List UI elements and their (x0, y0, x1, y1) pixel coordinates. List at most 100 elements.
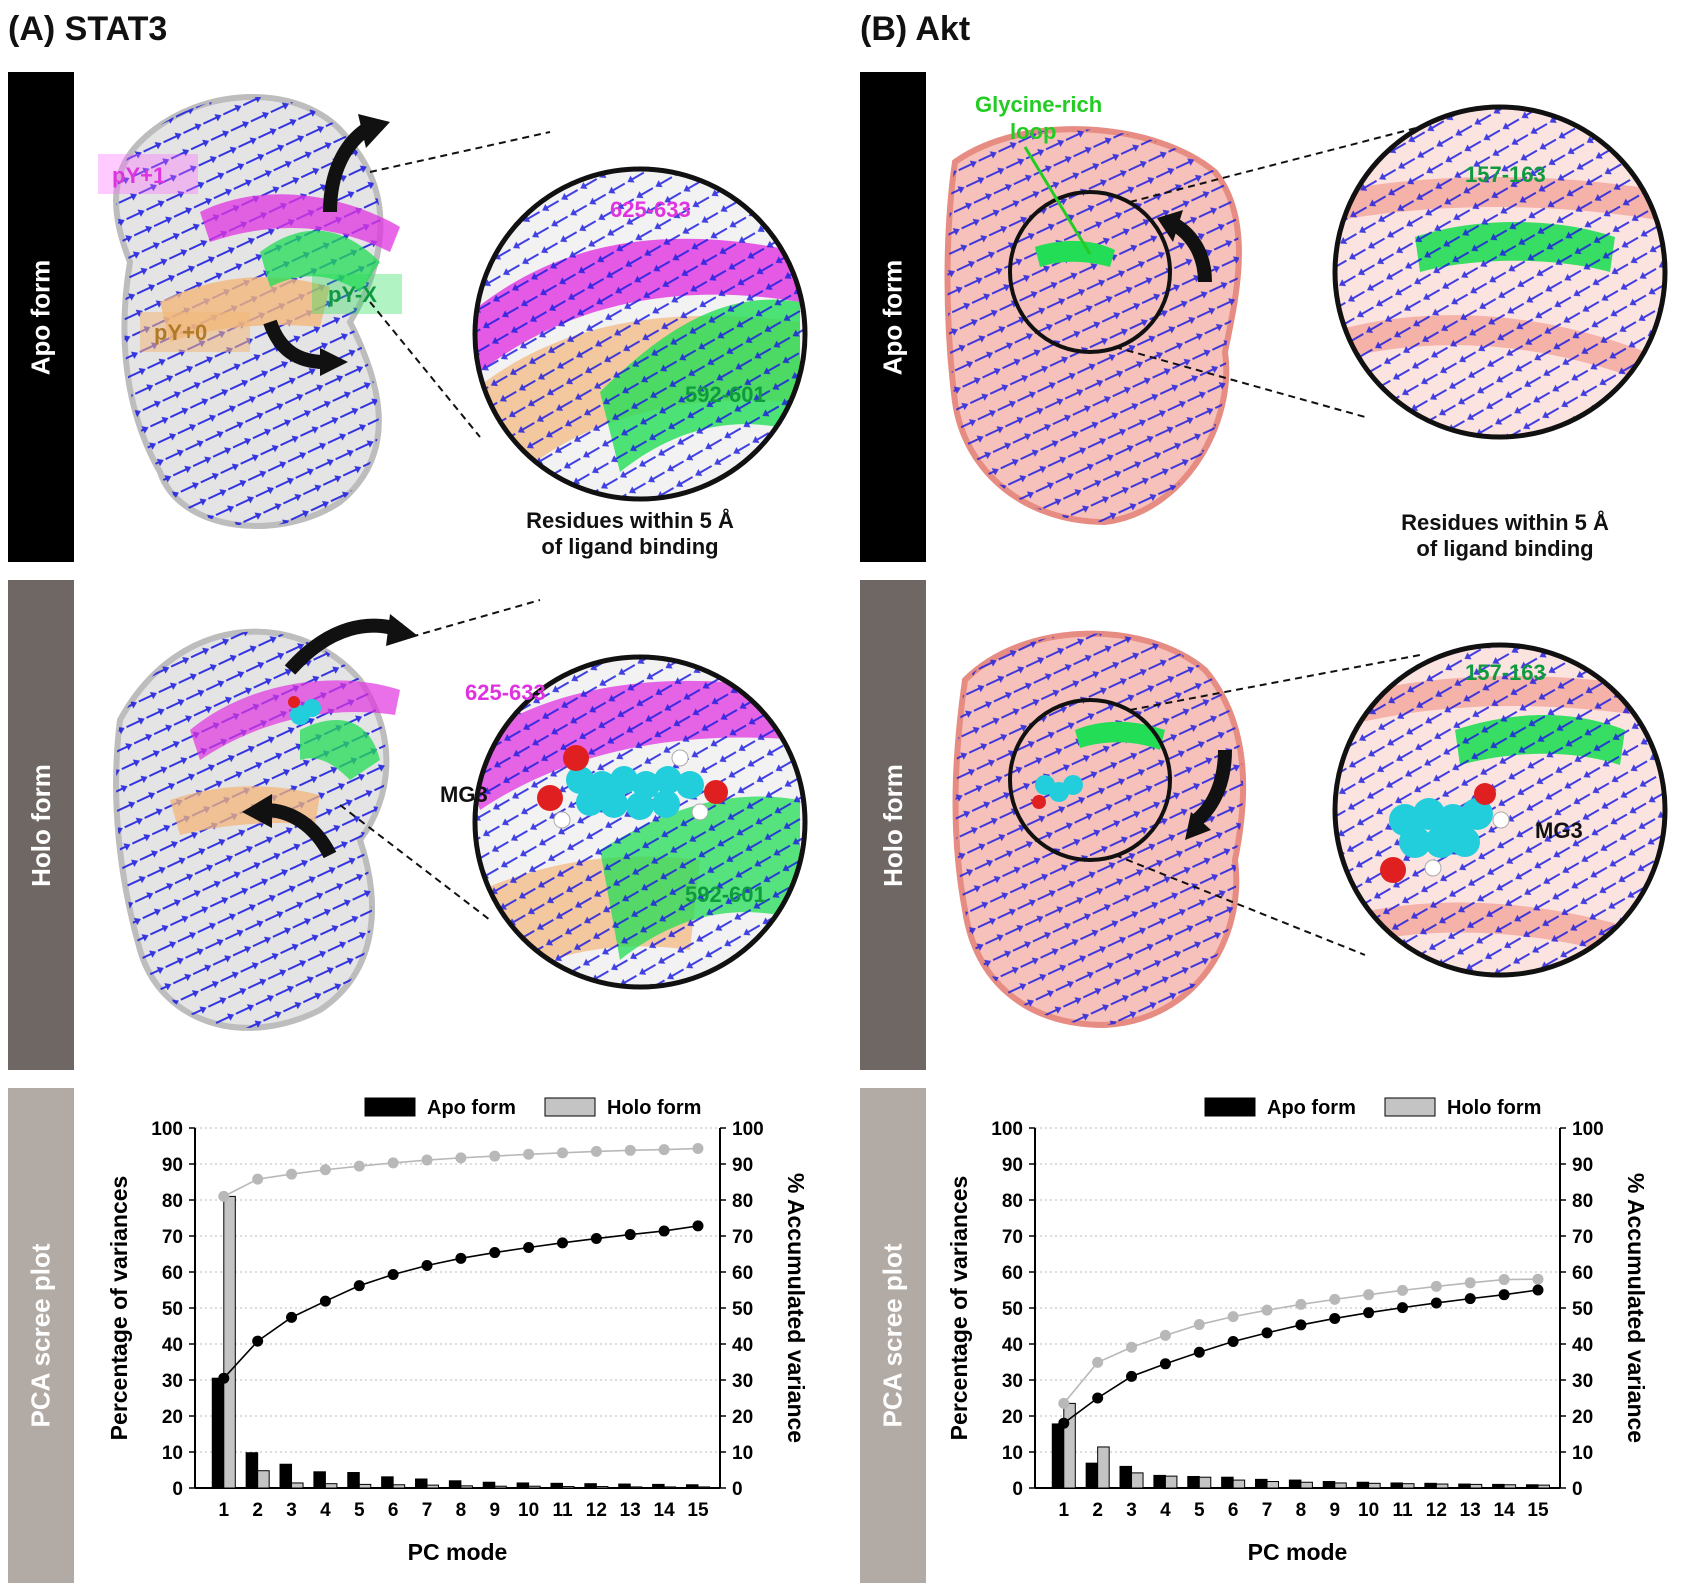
accumulated-point (1261, 1327, 1273, 1339)
res-157-163: 157-163 (1465, 660, 1546, 685)
accumulated-point (1295, 1298, 1307, 1310)
y-tick-label: 80 (162, 1191, 183, 1212)
bar (223, 1195, 236, 1489)
x-tick-label: 11 (1392, 1500, 1413, 1521)
y-tick-label: 10 (162, 1443, 183, 1464)
y2-tick-label: 70 (1572, 1227, 1593, 1248)
bar (313, 1471, 326, 1489)
bar (448, 1480, 462, 1489)
accumulated-point (387, 1157, 399, 1169)
bar (1390, 1482, 1403, 1489)
x-tick-label: 13 (1460, 1500, 1481, 1521)
y-tick-label: 60 (162, 1263, 183, 1284)
x-tick-label: 13 (620, 1500, 641, 1521)
accumulated-point (658, 1144, 670, 1156)
accumulated-point (1295, 1319, 1307, 1331)
bar (1356, 1481, 1370, 1489)
x-tick-label: 1 (219, 1500, 230, 1521)
zoom-line (369, 301, 481, 438)
bar (1402, 1483, 1415, 1489)
x-tick-label: 5 (354, 1500, 365, 1521)
y-tick-label: 40 (1002, 1335, 1023, 1356)
accumulated-point (1430, 1280, 1442, 1292)
pYX-label: pY-X (328, 282, 377, 307)
y2-tick-label: 80 (1572, 1191, 1593, 1212)
glycine-label-2: loop (1010, 119, 1056, 144)
akt-holo-structure: 157-163 MG3 (952, 630, 1668, 1029)
y-tick-label: 0 (1012, 1479, 1023, 1500)
accumulated-point (455, 1252, 467, 1264)
y2-tick-label: 60 (732, 1263, 753, 1284)
y2-tick-label: 70 (732, 1227, 753, 1248)
y2-tick-label: 100 (1572, 1119, 1604, 1140)
y2-tick-label: 40 (1572, 1335, 1593, 1356)
legend-label-apo: Apo form (427, 1097, 516, 1119)
pY1-label-bg (98, 154, 198, 194)
x-tick-label: 14 (654, 1500, 676, 1521)
accumulated-point (1363, 1307, 1375, 1319)
accumulated-point (286, 1311, 298, 1323)
green-helix (260, 230, 380, 292)
accumulated-point (1092, 1392, 1104, 1404)
bar (1119, 1465, 1133, 1489)
accumulated-point (1058, 1417, 1070, 1429)
y-tick-label: 30 (162, 1371, 183, 1392)
bar (257, 1470, 270, 1489)
x-tick-label: 3 (1126, 1500, 1137, 1521)
y-tick-label: 20 (162, 1407, 183, 1428)
accumulated-point (1532, 1273, 1544, 1285)
y-tick-label: 0 (172, 1479, 183, 1500)
accumulated-point (590, 1233, 602, 1245)
accumulated-point (1193, 1319, 1205, 1331)
pY0-label-bg (140, 312, 250, 352)
x-tick-label: 8 (1296, 1500, 1307, 1521)
x-tick-label: 6 (388, 1500, 399, 1521)
y-tick-label: 20 (1002, 1407, 1023, 1428)
x-tick-label: 4 (1160, 1500, 1171, 1521)
apo-form-bar-a: Apo form (8, 72, 74, 562)
legend-label-holo: Holo form (607, 1097, 701, 1119)
accumulated-point (1363, 1289, 1375, 1301)
bar (1435, 1483, 1449, 1489)
y2-axis-title: % Accumulated variance (783, 1173, 809, 1443)
y2-tick-label: 100 (732, 1119, 764, 1140)
stat3-apo-zoom-circle (472, 166, 808, 502)
accumulated-point (1430, 1297, 1442, 1309)
bar (1187, 1475, 1200, 1489)
accumulated-point (1498, 1274, 1510, 1286)
accumulated-point (1092, 1356, 1104, 1368)
pca-scree-plot-stat3: 0 0 10 10 20 20 30 30 40 40 50 50 60 60 70 70 80 80 90 90 10… (106, 1097, 809, 1565)
accumulated-point (1397, 1302, 1408, 1314)
y-axis-title: Percentage of variances (106, 1176, 132, 1441)
bar (1334, 1482, 1347, 1489)
x-tick-label: 11 (552, 1500, 573, 1521)
bar (550, 1482, 563, 1489)
x-tick-label: 7 (1262, 1500, 1273, 1521)
bar (347, 1472, 360, 1489)
bar (211, 1377, 225, 1489)
pca-bar-b: PCA scree plot (860, 1088, 926, 1583)
accumulated-point (1126, 1341, 1138, 1353)
res-625-633: 625-633 (465, 680, 546, 705)
accumulated-point (1329, 1312, 1341, 1324)
accumulated-point (286, 1168, 298, 1180)
y-tick-label: 50 (162, 1299, 183, 1320)
zoom-line (369, 131, 551, 173)
x-tick-label: 15 (687, 1500, 709, 1521)
accumulated-point (590, 1145, 602, 1157)
y-tick-label: 50 (1002, 1299, 1023, 1320)
bar (1153, 1474, 1166, 1489)
x-tick-label: 2 (1092, 1500, 1103, 1521)
bar (381, 1476, 394, 1489)
y-tick-label: 60 (1002, 1263, 1023, 1284)
bar (1469, 1483, 1483, 1489)
bar (460, 1485, 473, 1489)
bar (415, 1478, 428, 1489)
bar (1322, 1481, 1336, 1489)
y-tick-label: 90 (1002, 1155, 1023, 1176)
accumulated-point (252, 1173, 264, 1185)
y2-tick-label: 0 (1572, 1479, 1583, 1500)
y2-axis-title: % Accumulated variance (1623, 1173, 1649, 1443)
akt-apo-focus-circle (1008, 190, 1172, 354)
